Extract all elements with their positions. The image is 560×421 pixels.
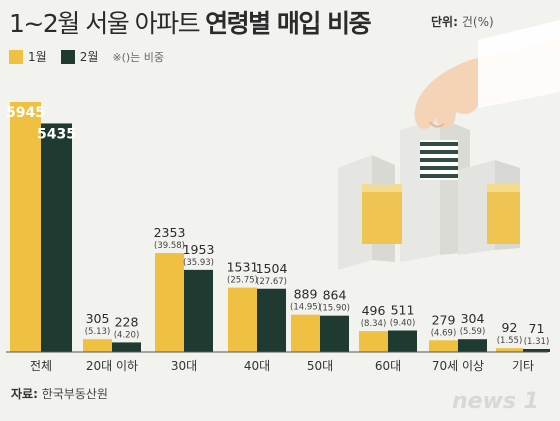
unit-value: 건(%) [461, 15, 494, 29]
hand-illustration [414, 20, 560, 129]
value-label-jan-3: 1531 [227, 260, 259, 275]
share-label-jan-3: (25.75) [227, 276, 258, 286]
unit-note: 단위: 건(%) [431, 13, 494, 30]
illustration [338, 20, 560, 270]
bar-jan-5 [359, 331, 388, 352]
share-label-feb-1: (4.20) [114, 330, 140, 340]
value-label-feb-1: 228 [115, 314, 139, 329]
bar-feb-3 [257, 288, 286, 352]
source-label: 자료: [11, 387, 38, 401]
share-label-feb-3: (27.67) [256, 277, 287, 287]
share-label-feb-2: (35.93) [183, 258, 214, 268]
value-label-jan-0: 5945 [6, 105, 45, 121]
bar-feb-5 [388, 330, 417, 352]
share-label-jan-1: (5.13) [85, 327, 111, 337]
value-label-feb-6: 304 [461, 311, 485, 326]
share-label-jan-6: (4.69) [431, 328, 457, 338]
bar-feb-4 [320, 315, 349, 352]
bar-feb-7 [523, 349, 550, 352]
value-label-jan-1: 305 [86, 311, 110, 326]
bar-feb-6 [458, 339, 487, 352]
share-label-feb-6: (5.59) [460, 327, 486, 337]
value-label-feb-0: 5435 [37, 126, 76, 142]
unit-label: 단위: [431, 15, 458, 29]
share-label-jan-7: (1.55) [497, 336, 523, 346]
category-label-1: 20대 이하 [86, 359, 138, 373]
value-label-jan-4: 889 [294, 287, 318, 302]
source-value: 한국부동산원 [41, 387, 108, 401]
legend-note: ※()는 비중 [112, 50, 165, 64]
bar-jan-3 [228, 287, 257, 352]
category-label-3: 40대 [244, 359, 270, 373]
legend-label-feb: 2월 [79, 50, 99, 64]
bar-feb-2 [184, 269, 213, 352]
category-label-2: 30대 [171, 359, 197, 373]
title-prefix: 1~2월 서울 아파트 [9, 9, 201, 38]
legend-swatch-jan [9, 49, 23, 64]
bar-jan-2 [155, 253, 184, 352]
building-illustration [338, 118, 520, 270]
value-label-jan-6: 279 [432, 312, 456, 327]
share-label-jan-2: (39.58) [154, 241, 185, 251]
value-label-feb-7: 71 [529, 321, 545, 336]
legend: 1월 2월 ※()는 비중 [9, 48, 164, 65]
category-label-4: 50대 [307, 359, 333, 373]
category-label-7: 기타 [512, 359, 534, 373]
value-label-feb-2: 1953 [183, 242, 215, 257]
legend-swatch-feb [60, 49, 75, 64]
value-label-feb-4: 864 [323, 288, 347, 303]
chart-title: 1~2월 서울 아파트 연령별 매입 비중 [9, 4, 372, 40]
category-label-5: 60대 [375, 359, 401, 373]
bar-jan-0 [10, 102, 41, 352]
source-note: 자료: 한국부동산원 [11, 385, 108, 402]
value-label-jan-5: 496 [362, 303, 386, 318]
value-label-jan-2: 2353 [154, 225, 186, 240]
bar-jan-6 [429, 340, 458, 352]
legend-label-jan: 1월 [28, 50, 47, 64]
bar-jan-4 [291, 314, 320, 352]
bar-feb-0 [41, 123, 72, 352]
title-emphasis: 연령별 매입 비중 [205, 9, 371, 38]
category-label-0: 전체 [30, 359, 52, 373]
share-label-jan-5: (8.34) [361, 319, 387, 329]
news1-logo: news 1 [452, 389, 539, 414]
share-label-feb-7: (1.31) [524, 337, 550, 347]
bar-jan-1 [83, 339, 112, 352]
value-label-feb-5: 511 [391, 303, 415, 318]
legend-item-jan: 1월 [9, 48, 47, 65]
share-label-jan-4: (14.95) [290, 303, 321, 313]
share-label-feb-4: (15.90) [319, 304, 350, 314]
legend-item-feb: 2월 [60, 48, 99, 65]
bar-jan-7 [496, 348, 523, 352]
share-label-feb-5: (9.40) [390, 319, 416, 329]
category-label-6: 70세 이상 [432, 359, 484, 373]
bar-feb-1 [112, 342, 141, 352]
value-label-jan-7: 92 [502, 320, 518, 335]
value-label-feb-3: 1504 [256, 261, 288, 276]
bars [10, 102, 550, 352]
